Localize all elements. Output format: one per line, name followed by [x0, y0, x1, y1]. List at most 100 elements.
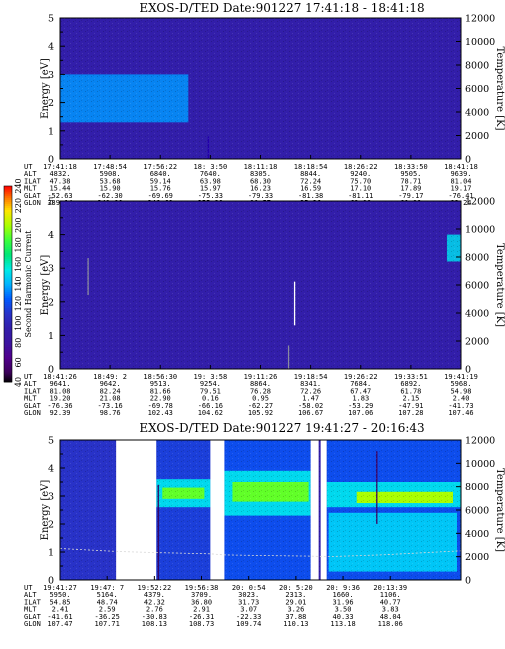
colorbar-segment — [4, 309, 12, 312]
table-cell: 9513. — [150, 380, 171, 388]
data-gap — [116, 440, 157, 580]
table-cell: 5164. — [97, 591, 118, 599]
colorbar-tick-label: 160 — [14, 257, 23, 272]
colorbar-segment — [4, 376, 12, 379]
table-cell: 31.96 — [333, 598, 354, 606]
colorbar-segment — [4, 368, 12, 371]
colorbar-segment — [4, 313, 12, 316]
y-tick-label: 4 — [48, 230, 54, 241]
table-cell: 3.50 — [335, 606, 352, 614]
colorbar-segment — [4, 307, 12, 310]
table-cell: 15.97 — [200, 185, 221, 193]
colorbar-segment — [4, 348, 12, 352]
y-axis-label: Energy [eV] — [40, 255, 51, 316]
table-cell: -58.02 — [298, 402, 323, 410]
table-cell: 98.76 — [100, 409, 121, 417]
ephemeris-table: UTALTILATMLTGLATGLON18:41:269641.81.0819… — [24, 373, 478, 417]
colorbar-tick-label: 240 — [14, 178, 23, 193]
table-row-label: UT — [24, 163, 33, 171]
colorbar-segment — [4, 356, 12, 359]
table-row-label: GLON — [24, 199, 41, 207]
colorbar-segment — [4, 272, 12, 275]
table-cell: 108.73 — [189, 620, 214, 628]
colorbar-segment — [4, 191, 12, 195]
table-cell: 18:11:18 — [244, 163, 278, 171]
table-cell: -52.63 — [47, 192, 72, 200]
colorbar-segment — [4, 195, 12, 199]
table-cell: 19:26:22 — [344, 373, 378, 381]
colorbar-segment — [4, 287, 12, 291]
y-right-tick-label: 0 — [465, 576, 471, 587]
colorbar-segment — [4, 301, 12, 304]
table-cell: 2.76 — [146, 606, 163, 614]
y-right-tick-label: 2000 — [465, 337, 489, 348]
table-cell: 6840. — [150, 170, 171, 178]
y-axis-label: Energy [eV] — [40, 58, 51, 119]
colorbar-segment — [4, 225, 12, 228]
table-cell: 17:56:22 — [143, 163, 177, 171]
colorbar-segment — [4, 323, 12, 326]
table-cell: 72.24 — [300, 177, 321, 185]
y-tick-label: 5 — [48, 14, 54, 25]
table-cell: 3.83 — [382, 606, 399, 614]
table-row-label: ALT — [24, 170, 37, 178]
colorbar-tick-label: 40 — [14, 377, 23, 387]
y-right-tick-label: 6000 — [465, 506, 489, 517]
y-tick-label: 5 — [48, 436, 54, 447]
table-cell: 53.68 — [100, 177, 121, 185]
colorbar-segment — [4, 297, 12, 301]
colorbar-segment — [4, 217, 12, 220]
colorbar-segment — [4, 329, 12, 332]
table-cell: 18:33:50 — [394, 163, 428, 171]
colorbar-segment — [4, 270, 12, 273]
colorbar-segment — [4, 321, 12, 324]
table-cell: 78.71 — [400, 177, 421, 185]
colorbar-segment — [4, 227, 12, 230]
table-cell: 20: 0:54 — [232, 584, 266, 592]
colorbar-segment — [4, 250, 12, 254]
table-row-label: ILAT — [24, 177, 42, 185]
table-cell: -79.17 — [398, 192, 423, 200]
table-cell: 5968. — [450, 380, 471, 388]
table-cell: 18:18:54 — [294, 163, 328, 171]
colorbar-segment — [4, 199, 12, 203]
y-tick-label: 3 — [48, 70, 54, 81]
colorbar-tick-label: 100 — [14, 316, 23, 331]
colorbar-segment — [4, 362, 12, 365]
y-right-tick-label: 10000 — [465, 225, 495, 236]
table-cell: -41.73 — [448, 402, 473, 410]
table-cell: 19:47: 7 — [90, 584, 124, 592]
table-cell: 40.33 — [333, 613, 354, 621]
table-cell: -81.11 — [348, 192, 373, 200]
y-right-tick-label: 12000 — [465, 197, 495, 208]
table-cell: 20: 5:20 — [279, 584, 313, 592]
table-cell: 79.51 — [200, 387, 221, 395]
colorbar-segment — [4, 213, 12, 216]
table-cell: 107.71 — [95, 620, 120, 628]
colorbar-segment — [4, 236, 12, 240]
colorbar-tick-label: 120 — [14, 296, 23, 311]
table-cell: 19.20 — [49, 395, 70, 403]
table-cell: -81.38 — [298, 192, 323, 200]
table-cell: 17:48:54 — [93, 163, 127, 171]
colorbar-segment — [4, 187, 12, 191]
colorbar-segment — [4, 327, 12, 330]
colorbar-segment — [4, 262, 12, 265]
table-cell: 8844. — [300, 170, 321, 178]
table-cell: 8341. — [300, 380, 321, 388]
y-tick-label: 0 — [48, 576, 54, 587]
colorbar-segment — [4, 258, 12, 261]
colorbar-segment — [4, 246, 12, 250]
y-right-axis-label: Temperature [K] — [494, 243, 505, 327]
table-cell: 107.46 — [448, 409, 473, 417]
table-row-label: MLT — [24, 395, 37, 403]
table-cell: 107.06 — [348, 409, 373, 417]
y-right-tick-label: 10000 — [465, 37, 495, 48]
panels-group: EXOS-D/TED Date:901227 17:41:18 - 18:41:… — [24, 1, 505, 628]
table-cell: 18:41:18 — [444, 163, 478, 171]
table-cell: 9641. — [49, 380, 70, 388]
colorbar-segment — [4, 295, 12, 299]
colorbar-segment — [4, 284, 12, 287]
table-row-label: UT — [24, 373, 33, 381]
spectrogram-noise — [60, 201, 461, 369]
